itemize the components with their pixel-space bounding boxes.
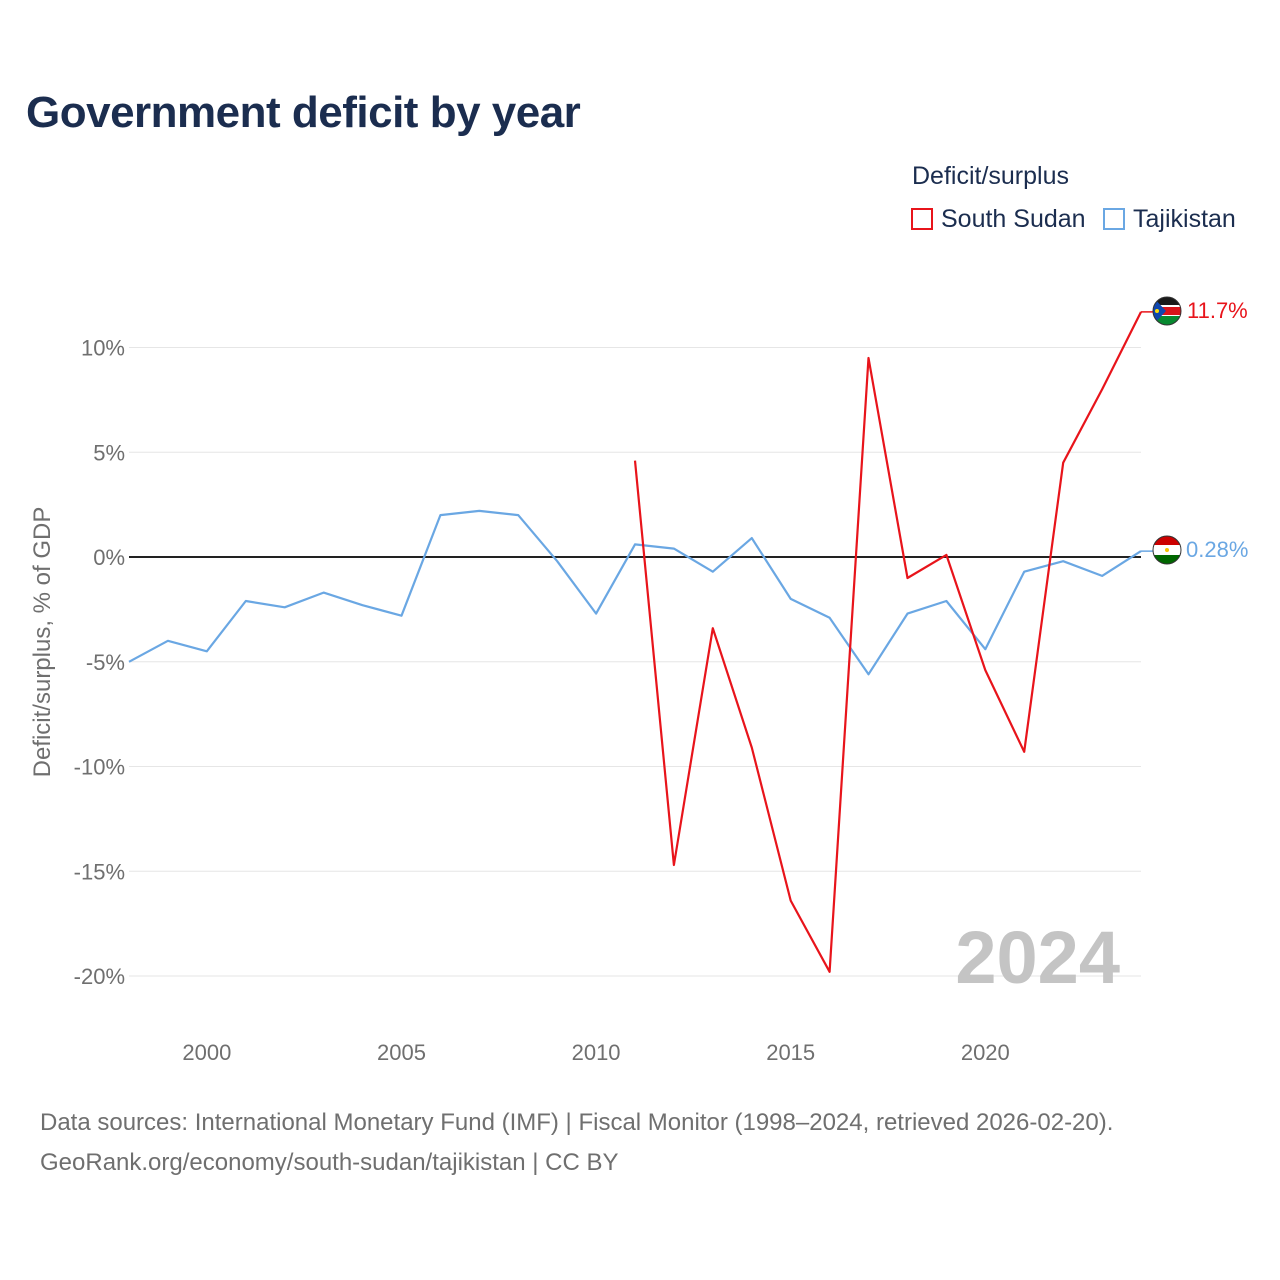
x-tick-label: 2010	[572, 1040, 621, 1065]
legend-label-south-sudan: South Sudan	[941, 204, 1086, 233]
legend-swatch-tajikistan	[1103, 208, 1125, 230]
end-label-tajikistan: 0.28%	[1186, 537, 1248, 562]
y-tick-label: -10%	[74, 755, 125, 780]
y-tick-label: 10%	[81, 336, 125, 361]
legend-item-south-sudan[interactable]: South Sudan	[911, 204, 1086, 234]
y-tick-label: 0%	[93, 545, 125, 570]
y-tick-label: -20%	[74, 964, 125, 989]
y-tick-label: -15%	[74, 859, 125, 884]
y-tick-label: 5%	[93, 440, 125, 465]
legend-item-tajikistan[interactable]: Tajikistan	[1103, 204, 1236, 234]
line-chart: 10%5%0%-5%-10%-15%-20% 2000 2005 2010 2015 2…	[29, 296, 1248, 1065]
x-tick-label: 2020	[961, 1040, 1010, 1065]
year-watermark: 2024	[955, 916, 1120, 999]
x-tick-label: 2015	[766, 1040, 815, 1065]
south-sudan-flag-icon	[1152, 296, 1182, 326]
legend-title: Deficit/surplus	[912, 162, 1069, 190]
end-label-south-sudan: 11.7%	[1187, 298, 1248, 323]
gridlines	[129, 347, 1141, 977]
x-tick-label: 2005	[377, 1040, 426, 1065]
y-axis-ticks: 10% 5% 0% -5% -10% -15% -20%	[74, 336, 125, 990]
tajikistan-flag-icon	[1152, 535, 1182, 565]
footer-credit[interactable]: GeoRank.org/economy/south-sudan/tajikist…	[40, 1149, 619, 1176]
x-tick-label: 2000	[182, 1040, 231, 1065]
y-axis-label: Deficit/surplus, % of GDP	[29, 507, 56, 778]
y-tick-label: -5%	[86, 650, 125, 675]
footer-sources: Data sources: International Monetary Fun…	[40, 1109, 1114, 1136]
legend-label-tajikistan: Tajikistan	[1133, 204, 1236, 233]
chart-title: Government deficit by year	[26, 88, 581, 137]
legend-swatch-south-sudan	[911, 208, 933, 230]
series-line-tajikistan[interactable]	[128, 509, 1142, 676]
x-axis-ticks: 2000 2005 2010 2015 2020	[182, 1040, 1009, 1065]
series-line-south-sudan[interactable]	[633, 311, 1142, 973]
series-layer	[128, 311, 1153, 973]
